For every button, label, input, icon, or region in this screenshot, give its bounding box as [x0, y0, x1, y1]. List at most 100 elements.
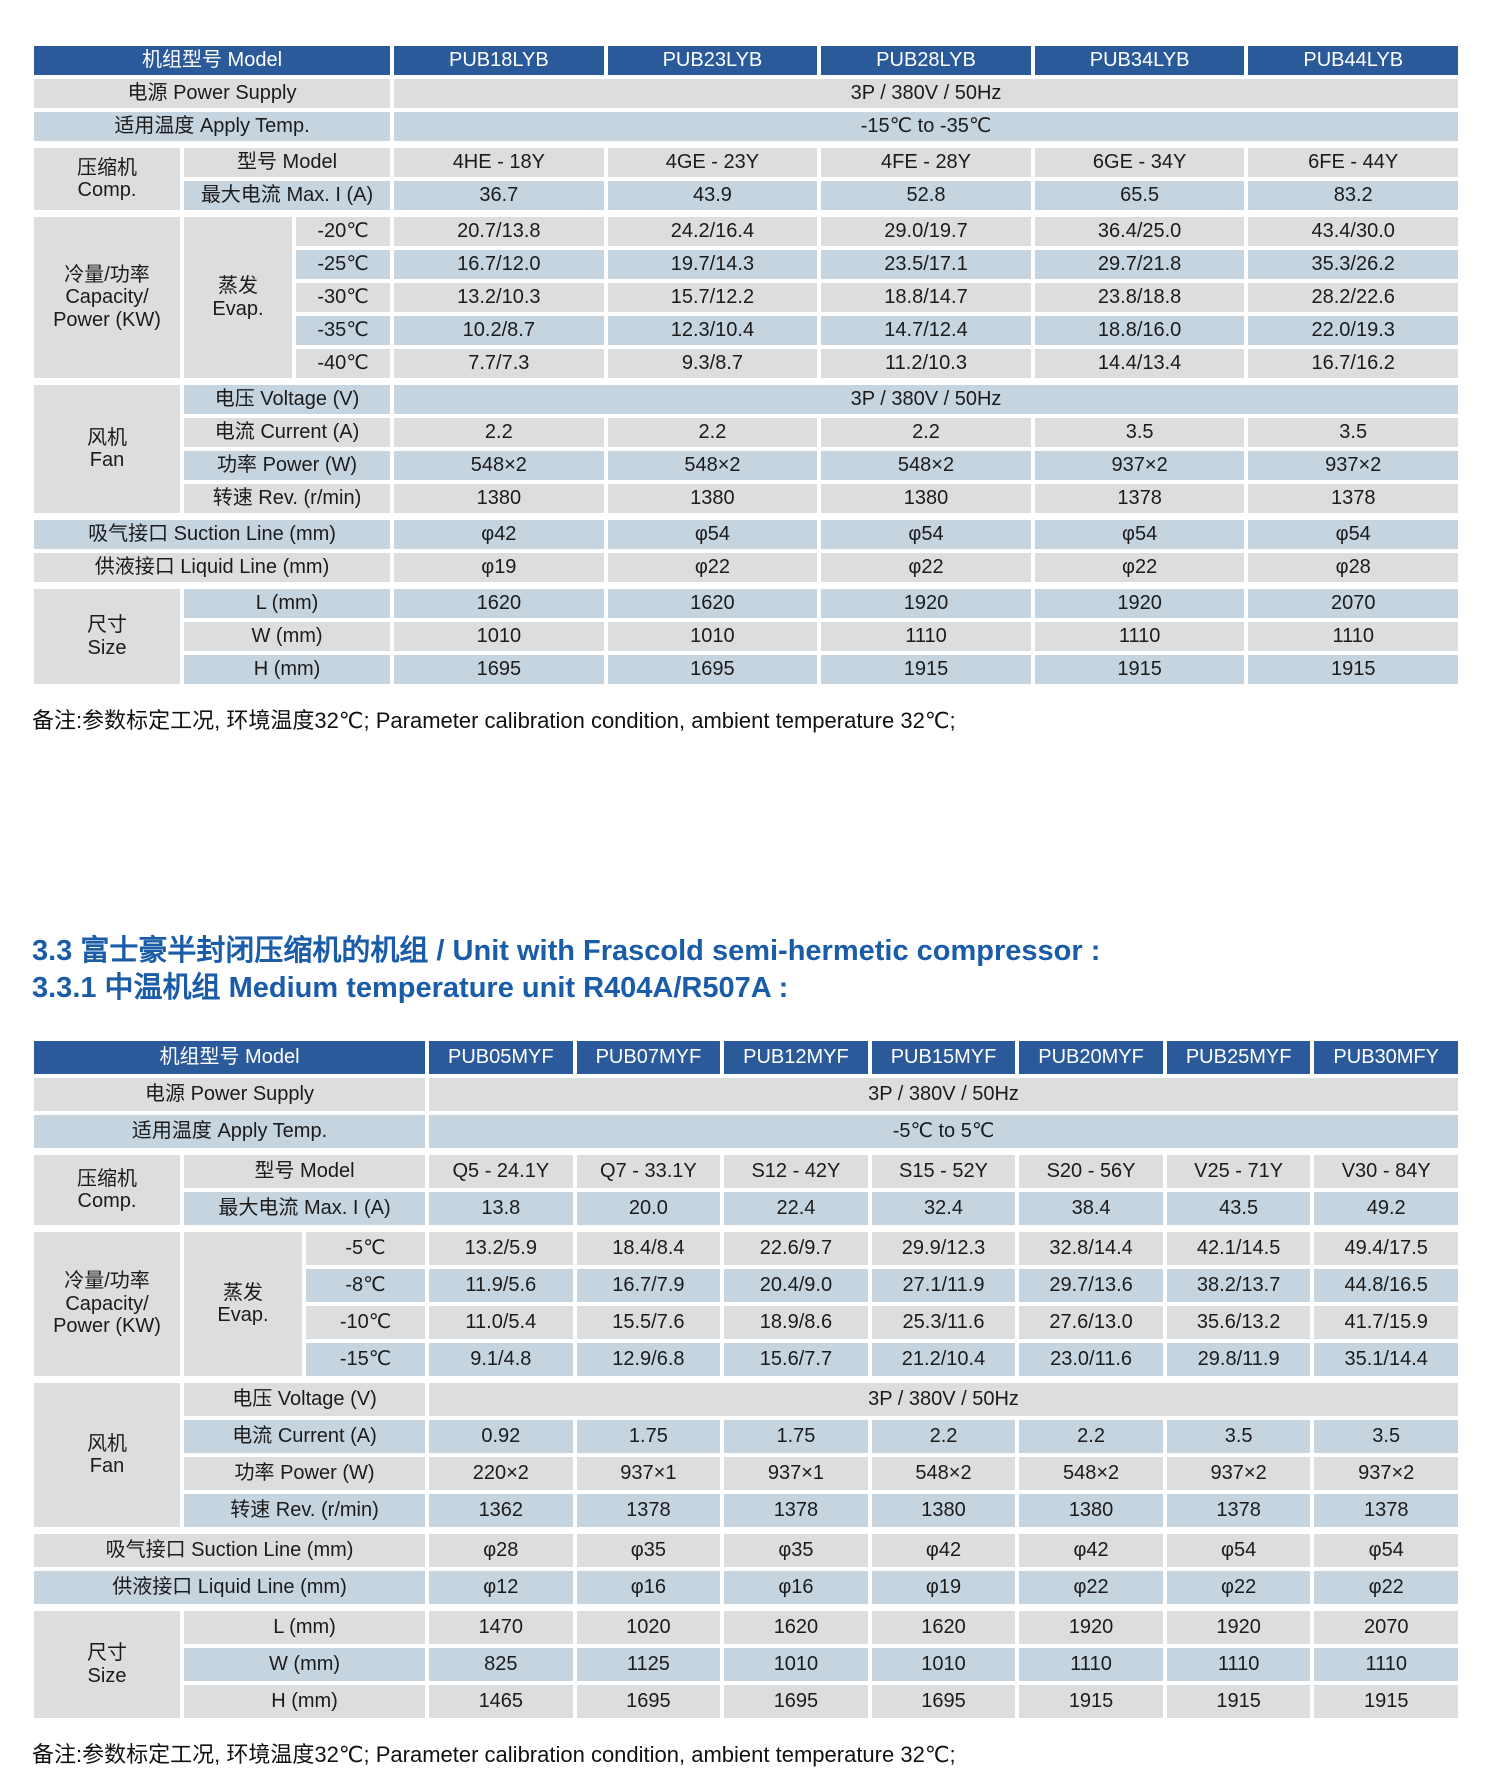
value-cell: φ19 [390, 549, 608, 588]
value-cell: 4GE - 23Y [603, 141, 822, 181]
value-cell: 1695 [867, 1681, 1020, 1722]
table-note-medium-temp: 备注:参数标定工况, 环境温度32℃; Parameter calibratio… [32, 1742, 956, 1767]
table-row: 吸气接口 Suction Line (mm) φ28 φ35 φ35 φ42 φ42 φ54… [29, 1527, 1462, 1571]
value-cell: 1378 [572, 1490, 725, 1533]
model-header-cell: PUB28LYB [817, 42, 1035, 79]
value-cell: 15.6/7.7 [720, 1339, 872, 1382]
value-cell: 1920 [1162, 1604, 1315, 1648]
row-label-cell: 最大电流 Max. I (A) [179, 1188, 430, 1231]
value-cell: S12 - 42Y [720, 1148, 872, 1192]
medium-temperature-unit-spec-table: 机组型号 Model PUB05MYF PUB07MYF PUB12MYF PUB15M… [29, 1037, 1462, 1722]
value-cell: 937×2 [1030, 447, 1249, 484]
value-cell: φ35 [720, 1527, 872, 1571]
table-row: 冷量/功率 Capacity/ Power (KW) 蒸发 Evap. -20℃ 20… [30, 210, 1462, 384]
value-cell: 35.1/14.4 [1310, 1339, 1462, 1382]
value-cell: 18.9/8.6 [720, 1302, 872, 1343]
value-cell: 1010 [867, 1644, 1020, 1685]
table-row: 供液接口 Liquid Line (mm) φ12 φ16 φ16 φ19 φ22 φ22 φ… [29, 1567, 1462, 1610]
row-label-cell: 电压 Voltage (V) [179, 378, 395, 418]
table-row: 适用温度 Apply Temp. -5℃ to 5℃ [29, 1111, 1462, 1154]
group-label-cell: 冷量/功率 Capacity/ Power (KW) [30, 210, 184, 384]
table-row: 电流 Current (A) 2.2 2.2 2.2 3.5 3.5 [32, 414, 1462, 451]
value-cell: φ42 [1015, 1527, 1167, 1571]
model-header-cell: PUB34LYB [1030, 42, 1249, 79]
value-cell: 16.7/16.2 [1244, 345, 1462, 384]
table-row: 尺寸 Size L (mm) 1470 1020 1620 1620 1920 1920 207… [30, 1604, 1462, 1722]
row-label-cell: 适用温度 Apply Temp. [29, 108, 395, 147]
value-cell: 1915 [1244, 651, 1462, 688]
value-cell: 23.8/18.8 [1030, 279, 1249, 316]
value-cell: 1010 [603, 618, 822, 655]
value-cell: 22.4 [720, 1188, 872, 1231]
value-cell: 14.4/13.4 [1030, 345, 1249, 384]
row-label-cell: 型号 Model [179, 1148, 430, 1192]
value-cell: 0.92 [425, 1416, 577, 1457]
value-cell: 1915 [817, 651, 1035, 688]
table-row: 冷量/功率 Capacity/ Power (KW) 蒸发 Evap. -5℃ 13.… [30, 1225, 1462, 1382]
value-cell: 22.0/19.3 [1244, 312, 1462, 349]
value-cell: 1110 [1162, 1644, 1315, 1685]
row-label-cell: -25℃ [291, 246, 395, 283]
model-header-cell: PUB07MYF [572, 1037, 725, 1078]
value-cell: φ22 [603, 549, 822, 588]
group-label-cell: 压缩机 Comp. [30, 141, 184, 216]
value-cell: φ35 [572, 1527, 725, 1571]
value-cell: 1378 [1162, 1490, 1315, 1533]
table-header-label: 机组型号 Model [29, 1037, 430, 1078]
value-cell-span: 3P / 380V / 50Hz [390, 75, 1462, 112]
value-cell: 825 [425, 1644, 577, 1685]
value-cell: 1.75 [572, 1416, 725, 1457]
row-label-cell: 供液接口 Liquid Line (mm) [29, 1567, 430, 1610]
value-cell: 2.2 [1015, 1416, 1167, 1457]
value-cell: 35.6/13.2 [1162, 1302, 1315, 1343]
section-heading: 3.3 富士豪半封闭压缩机的机组 / Unit with Frascold se… [32, 933, 1462, 1007]
value-cell: 1010 [390, 618, 608, 655]
value-cell: φ54 [1030, 513, 1249, 553]
row-label-cell: 吸气接口 Suction Line (mm) [29, 1527, 430, 1571]
model-header-cell: PUB18LYB [390, 42, 608, 79]
value-cell: 1378 [720, 1490, 872, 1533]
row-label-cell: H (mm) [179, 1681, 430, 1722]
value-cell: 548×2 [817, 447, 1035, 484]
model-header-cell: PUB44LYB [1244, 42, 1462, 79]
value-cell: 1465 [425, 1681, 577, 1722]
value-cell: 1362 [425, 1490, 577, 1533]
row-label-cell: L (mm) [179, 1604, 430, 1648]
value-cell: S20 - 56Y [1015, 1148, 1167, 1192]
table-row: -40℃ 7.7/7.3 9.3/8.7 11.2/10.3 14.4/13.4 16.7… [32, 345, 1462, 384]
row-label-cell: 电流 Current (A) [179, 1416, 430, 1457]
value-cell: φ22 [1030, 549, 1249, 588]
value-cell: Q7 - 33.1Y [572, 1148, 725, 1192]
value-cell: φ19 [867, 1567, 1020, 1610]
table-row: 风机 Fan 电压 Voltage (V) 3P / 380V / 50Hz [30, 378, 1462, 519]
value-cell: 36.7 [390, 177, 608, 216]
value-cell: 49.4/17.5 [1310, 1225, 1462, 1269]
value-cell: 1920 [817, 582, 1035, 622]
model-header-cell: PUB23LYB [603, 42, 822, 79]
table-row: 最大电流 Max. I (A) 13.8 20.0 22.4 32.4 38.4 43.5 4… [32, 1188, 1462, 1231]
model-header-cell: PUB25MYF [1162, 1037, 1315, 1078]
value-cell: 41.7/15.9 [1310, 1302, 1462, 1343]
value-cell: 52.8 [817, 177, 1035, 216]
value-cell: 2.2 [817, 414, 1035, 451]
value-cell: 1110 [817, 618, 1035, 655]
value-cell: 19.7/14.3 [603, 246, 822, 283]
value-cell: φ22 [1310, 1567, 1462, 1610]
row-label-cell: 转速 Rev. (r/min) [179, 480, 395, 519]
value-cell: 20.4/9.0 [720, 1265, 872, 1306]
row-label-cell: 供液接口 Liquid Line (mm) [29, 549, 395, 588]
value-cell: 65.5 [1030, 177, 1249, 216]
value-cell: φ16 [572, 1567, 725, 1610]
group-label-cell: 尺寸 Size [30, 1604, 184, 1722]
model-header-cell: PUB15MYF [867, 1037, 1020, 1078]
group-label-cell: 尺寸 Size [30, 582, 184, 688]
value-cell-span: 3P / 380V / 50Hz [390, 378, 1462, 418]
value-cell: 1620 [603, 582, 822, 622]
row-label-cell: 功率 Power (W) [179, 447, 395, 484]
value-cell: 38.2/13.7 [1162, 1265, 1315, 1306]
value-cell: 548×2 [390, 447, 608, 484]
value-cell: 1380 [390, 480, 608, 519]
value-cell: φ16 [720, 1567, 872, 1610]
table-row: 供液接口 Liquid Line (mm) φ19 φ22 φ22 φ22 φ28 [29, 549, 1462, 588]
value-cell: 1378 [1244, 480, 1462, 519]
